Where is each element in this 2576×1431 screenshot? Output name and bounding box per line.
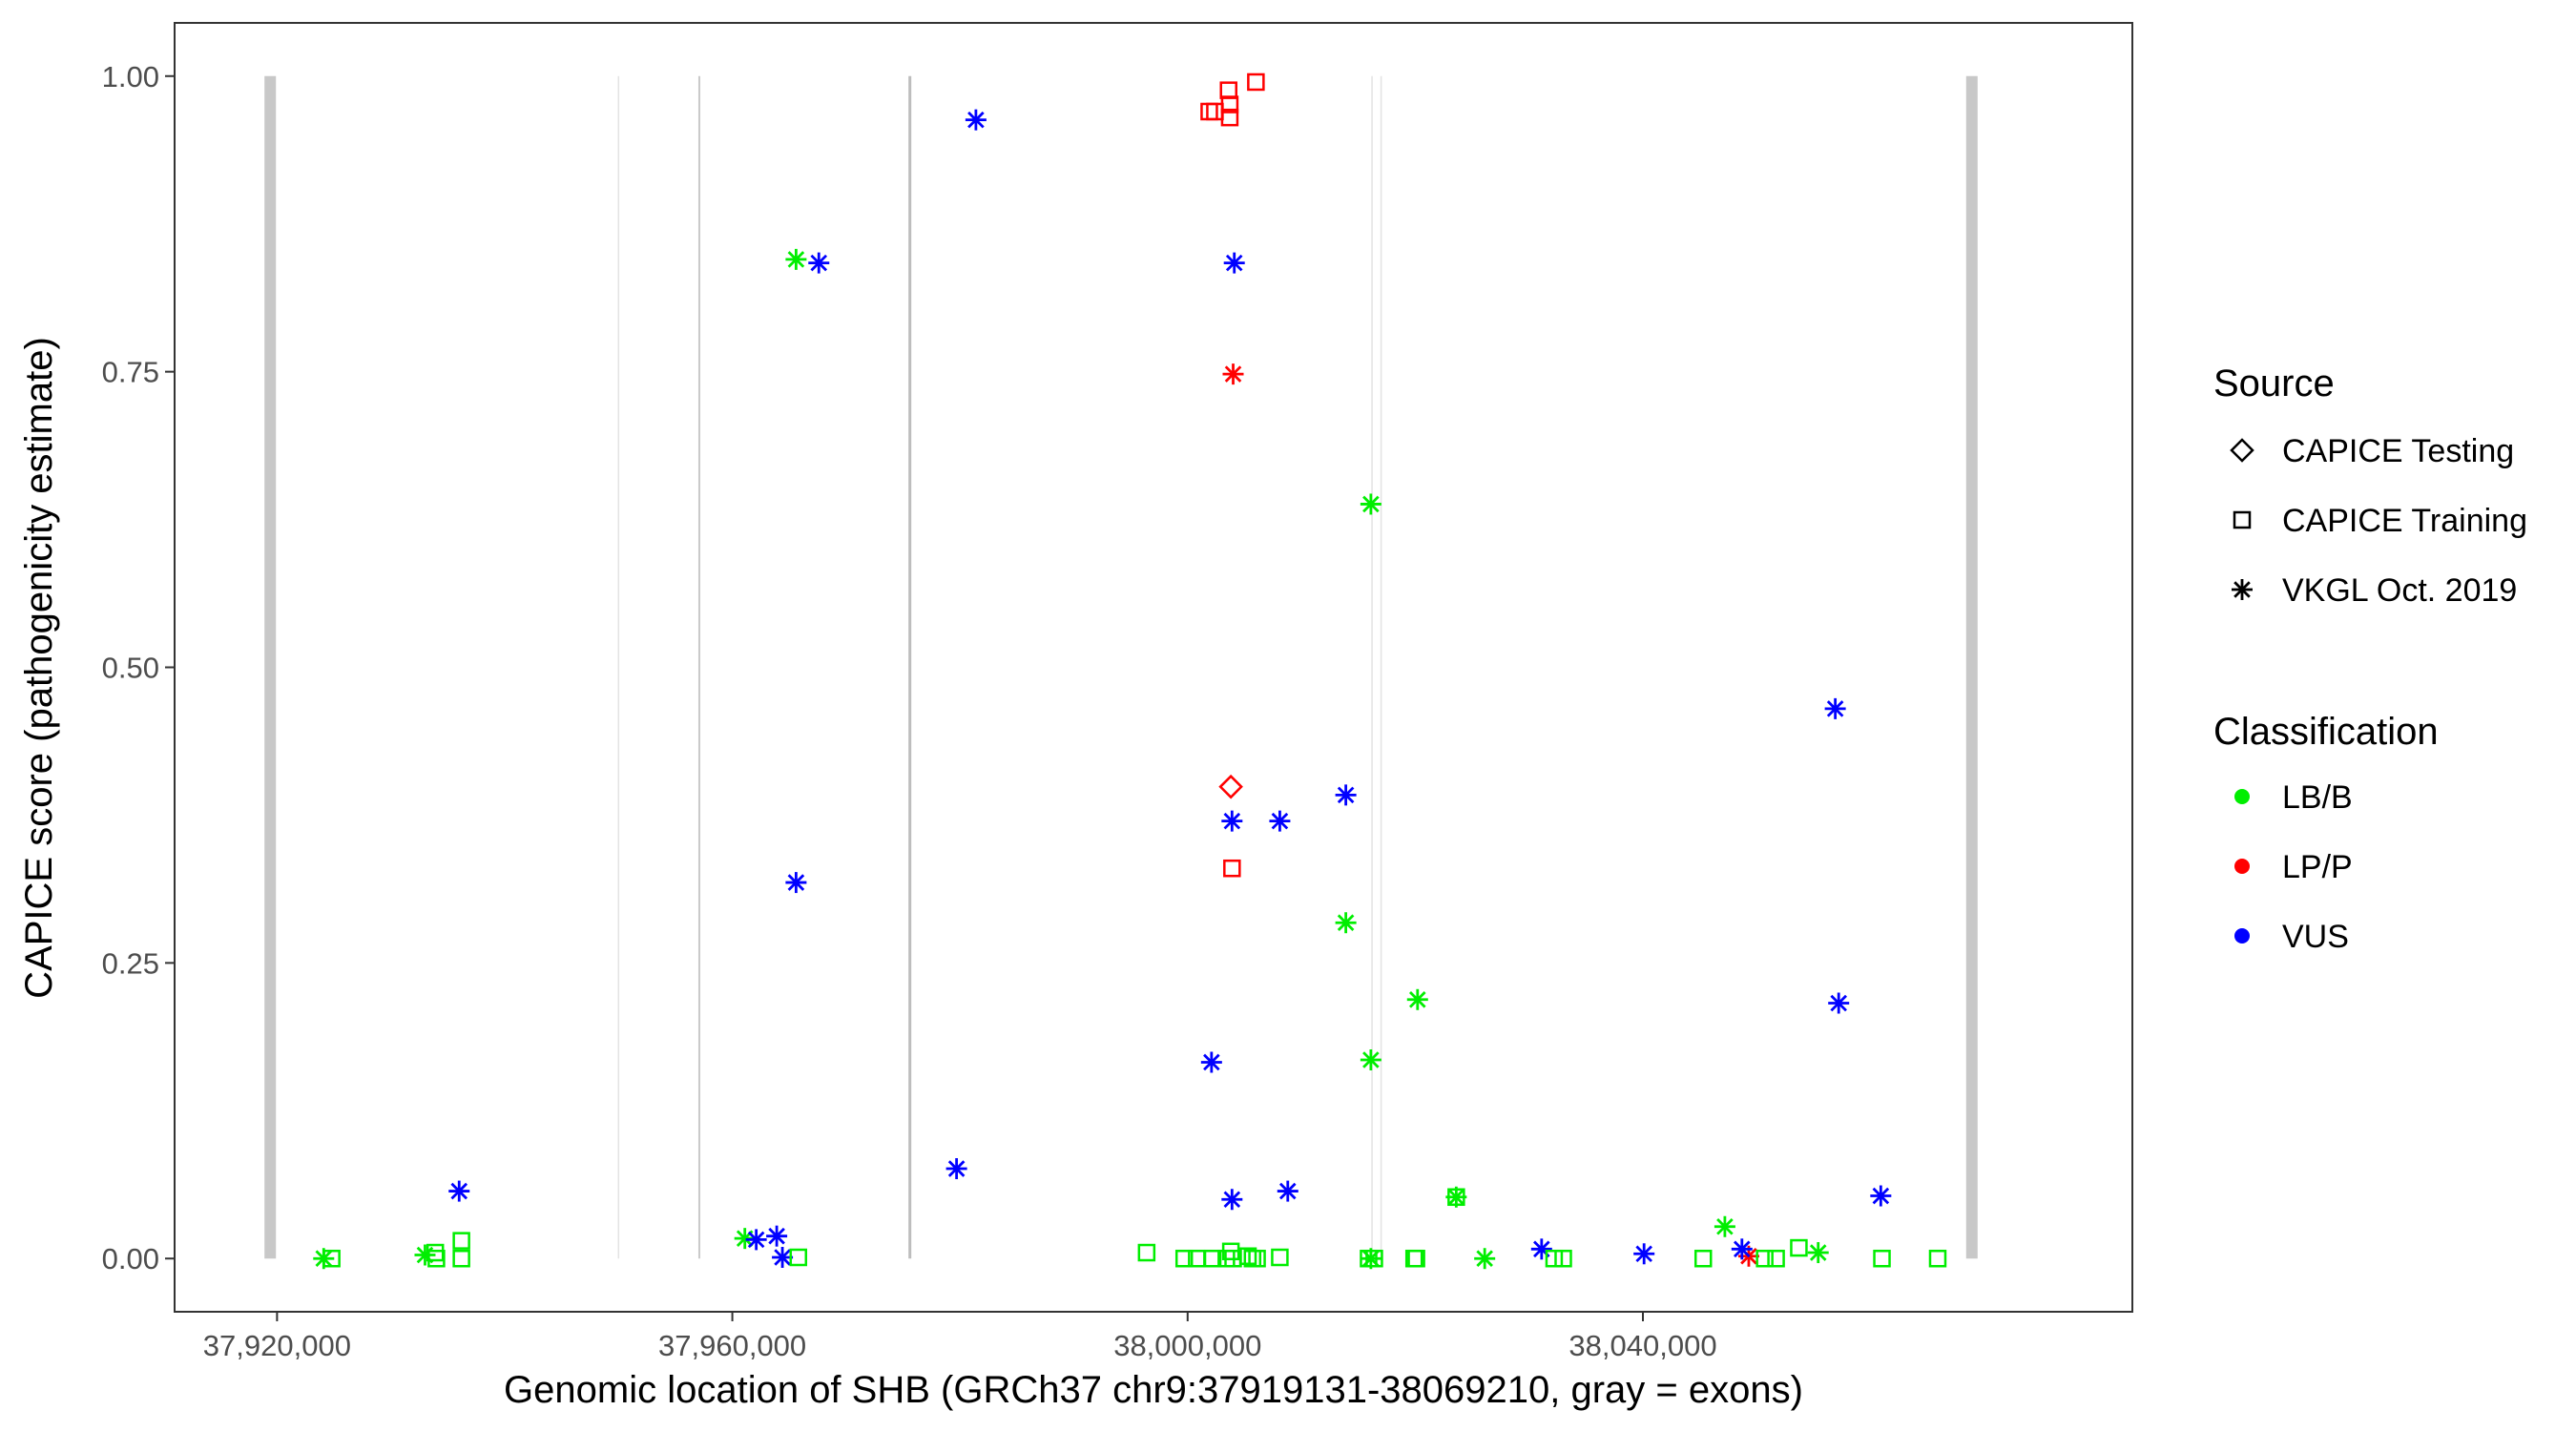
point-training-lb-b (1767, 1249, 1785, 1268)
legend-asterisk-icon (2232, 579, 2253, 600)
point-vkgl-vus (1221, 1189, 1243, 1211)
point-training-lb-b (1407, 1249, 1425, 1268)
point-training-lb-b (1928, 1249, 1947, 1268)
point-vkgl-vus (1269, 810, 1291, 832)
y-tick-label: 0.75 (102, 356, 159, 389)
legend-dot-icon (2234, 789, 2250, 804)
y-axis: 0.00 0.25 0.50 0.75 1.00 (102, 60, 175, 1275)
point-training-lb-b (1873, 1249, 1891, 1268)
legend-classification-title: Classification (2213, 711, 2439, 753)
point-vkgl-vus (785, 872, 807, 894)
point-vkgl-vus (945, 1158, 967, 1180)
point-vkgl-vus (745, 1229, 767, 1251)
legend-source-title: Source (2213, 363, 2335, 404)
point-vkgl-lb-b (1335, 912, 1357, 934)
legend: Source CAPICE Testing CAPICE Training VKGL… (2213, 363, 2527, 955)
point-training-lp-p (1220, 95, 1239, 114)
point-training-lb-b (789, 1248, 808, 1267)
point-vkgl-vus (1731, 1238, 1753, 1260)
point-vkgl-vus (1828, 992, 1850, 1014)
data-points (313, 73, 1947, 1270)
y-tick-label: 0.00 (102, 1242, 159, 1275)
legend-dot-icon (2234, 859, 2250, 874)
point-testing-lp-p (1218, 774, 1243, 799)
point-vkgl-vus (1633, 1243, 1655, 1265)
point-training-lb-b (427, 1249, 446, 1268)
point-vkgl-lb-b (1714, 1215, 1735, 1237)
legend-class-label: LP/P (2282, 849, 2353, 885)
point-training-lb-b (452, 1232, 470, 1250)
point-vkgl-lp-p (1222, 363, 1244, 385)
point-training-lb-b (1248, 1249, 1266, 1268)
point-training-lb-b (1271, 1248, 1289, 1267)
y-axis-label: CAPICE score (pathogenicity estimate) (18, 337, 60, 999)
point-training-lb-b (322, 1249, 341, 1268)
y-tick-label: 1.00 (102, 60, 159, 93)
point-training-lb-b (1137, 1243, 1156, 1262)
point-vkgl-vus (448, 1180, 470, 1202)
legend-source-label: CAPICE Training (2282, 503, 2527, 539)
point-vkgl-lb-b (1474, 1248, 1496, 1270)
point-vkgl-vus (965, 109, 987, 131)
point-training-lb-b (1174, 1249, 1194, 1268)
x-tick-label: 38,000,000 (1113, 1329, 1261, 1362)
point-training-lp-p (1220, 108, 1239, 127)
point-training-lp-p (1247, 73, 1265, 92)
point-training-lb-b (1447, 1188, 1465, 1207)
point-vkgl-vus (1335, 784, 1357, 806)
exon-lines (264, 75, 1978, 1259)
point-vkgl-lb-b (1406, 988, 1428, 1010)
point-vkgl-vus (1870, 1185, 1892, 1207)
point-vkgl-lb-b (1807, 1242, 1829, 1264)
point-training-lb-b (1545, 1249, 1564, 1268)
legend-class-label: VUS (2282, 919, 2349, 955)
legend-source-label: VKGL Oct. 2019 (2282, 572, 2517, 609)
legend-diamond-icon (2230, 438, 2254, 463)
x-tick-label: 37,960,000 (658, 1329, 806, 1362)
x-axis-label: Genomic location of SHB (GRCh37 chr9:379… (504, 1369, 1803, 1411)
point-vkgl-lb-b (1360, 493, 1381, 515)
point-vkgl-vus (766, 1225, 788, 1247)
point-training-lb-b (1365, 1249, 1383, 1268)
point-vkgl-lb-b (1360, 1048, 1381, 1070)
point-vkgl-vus (808, 252, 830, 274)
point-vkgl-vus (1223, 252, 1245, 274)
point-training-lb-b (1790, 1238, 1808, 1257)
x-tick-label: 37,920,000 (203, 1329, 351, 1362)
legend-source-entries: CAPICE Testing CAPICE Training VKGL Oct. 2… (2230, 433, 2527, 609)
point-training-lb-b (1554, 1249, 1572, 1268)
point-vkgl-vus (1200, 1051, 1222, 1073)
point-training-lb-b (1238, 1247, 1257, 1265)
y-tick-label: 0.25 (102, 946, 159, 980)
x-tick-label: 38,040,000 (1568, 1329, 1716, 1362)
point-vkgl-vus (1277, 1180, 1298, 1202)
point-vkgl-vus (1221, 810, 1243, 832)
legend-dot-icon (2234, 928, 2250, 944)
legend-source-label: CAPICE Testing (2282, 433, 2514, 469)
legend-classification-entries: LB/B LP/P VUS (2234, 779, 2353, 955)
x-axis: 37,920,000 37,960,000 38,000,000 38,040,000 (203, 1312, 1717, 1362)
legend-square-icon (2233, 510, 2252, 529)
legend-class-label: LB/B (2282, 779, 2353, 816)
point-training-lp-p (1223, 859, 1241, 878)
point-vkgl-vus (1530, 1238, 1552, 1260)
point-training-lb-b (1203, 1249, 1222, 1268)
point-vkgl-vus (772, 1246, 794, 1268)
point-training-lb-b (1755, 1249, 1774, 1268)
point-vkgl-lb-b (414, 1244, 436, 1266)
y-tick-label: 0.50 (102, 652, 159, 685)
point-vkgl-vus (1824, 697, 1846, 719)
point-vkgl-lb-b (785, 248, 807, 270)
point-training-lb-b (1693, 1249, 1713, 1268)
point-training-lb-b (452, 1249, 470, 1268)
